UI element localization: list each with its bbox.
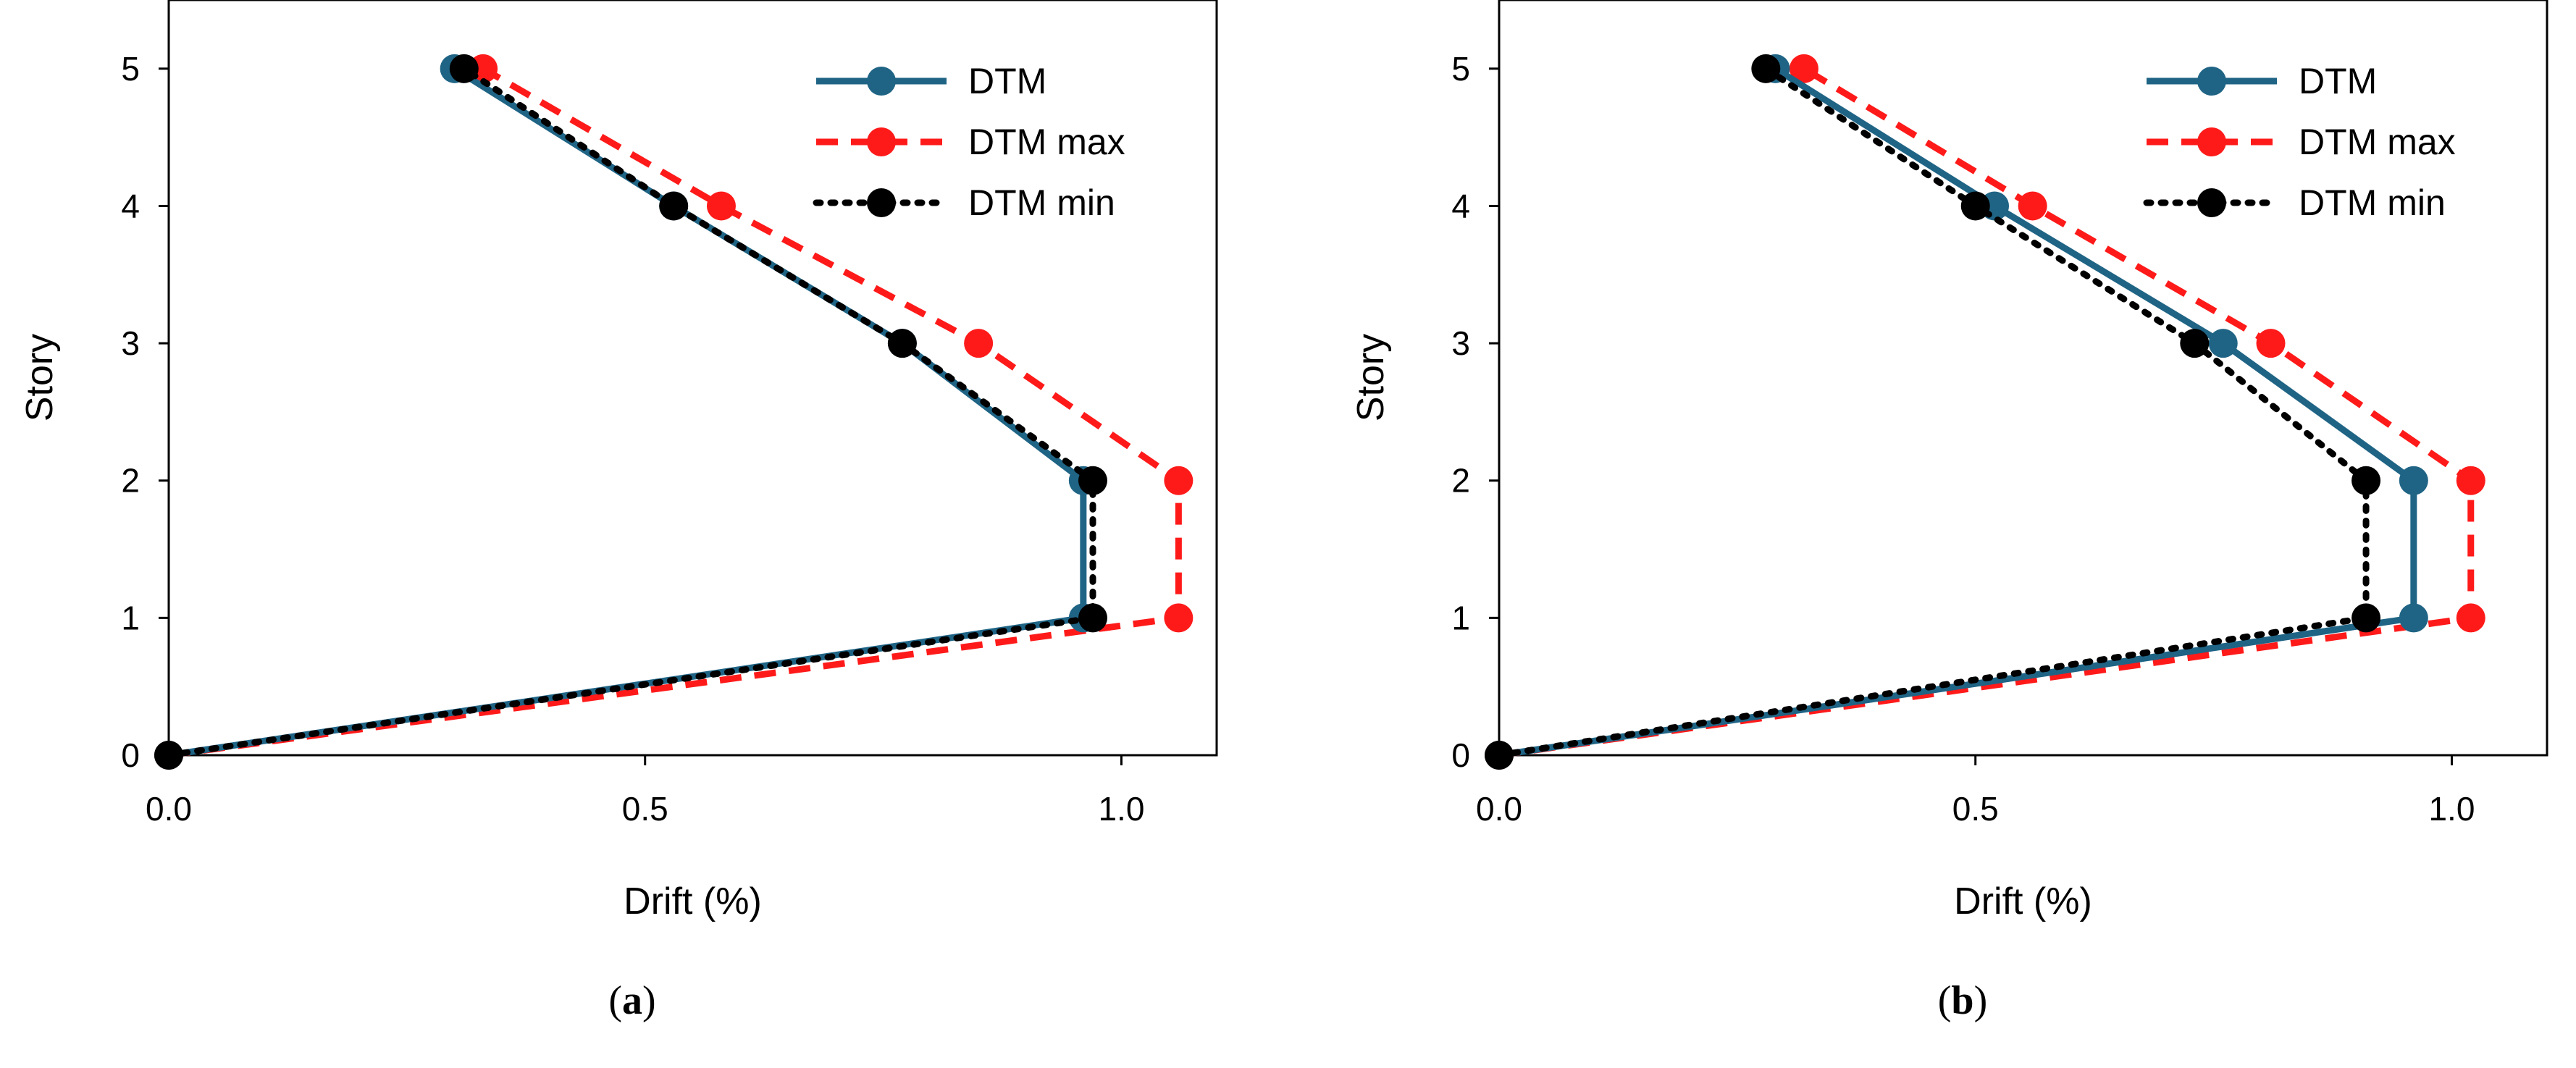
legend-entry-label: DTM max	[968, 122, 1125, 162]
panel-label-open: (	[608, 978, 622, 1023]
data-point	[659, 191, 689, 221]
plot-frame	[1498, 0, 2548, 757]
y-tick-label: 2	[121, 462, 140, 500]
data-point	[2351, 603, 2381, 633]
series-line	[1495, 65, 2370, 759]
series-line	[168, 65, 1182, 759]
legend-entry-label: DTM	[968, 61, 1046, 101]
data-point	[1078, 603, 1107, 633]
x-axis-label: Drift (%)	[1954, 880, 2092, 922]
x-tick-label: 0.5	[1952, 790, 1999, 828]
series-line	[165, 65, 1096, 759]
panel-label-letter: a	[622, 978, 642, 1023]
data-point	[1960, 191, 1990, 221]
panel-label-letter: b	[1951, 978, 1973, 1023]
panel-label-close: )	[642, 978, 656, 1023]
legend-entry-label: DTM max	[2299, 122, 2456, 162]
y-tick-label: 3	[121, 324, 140, 362]
y-tick-label: 2	[1451, 462, 1470, 500]
panel-label: (b)	[1938, 978, 1987, 1023]
y-tick-label: 1	[1451, 599, 1470, 636]
data-point	[2018, 191, 2047, 221]
data-point	[2208, 329, 2238, 358]
series-line	[1498, 66, 2417, 759]
series-dtm	[1485, 54, 2428, 770]
x-axis-label: Drift (%)	[624, 880, 762, 922]
legend-marker	[867, 127, 896, 156]
legend-marker	[2197, 188, 2226, 217]
data-point	[1789, 54, 1818, 83]
x-tick-label: 1.0	[2428, 790, 2475, 828]
series-dtm-min	[154, 54, 1107, 770]
y-tick-label: 5	[121, 50, 140, 88]
data-point	[2399, 603, 2428, 633]
series-dtm-min	[1485, 54, 2381, 770]
legend-marker	[2197, 127, 2226, 156]
series-dtm	[154, 54, 1098, 770]
series-line	[1498, 65, 2475, 759]
legend-marker	[2197, 67, 2226, 96]
data-point	[2256, 329, 2286, 358]
y-axis-label: Story	[19, 334, 61, 421]
data-point	[964, 329, 994, 358]
data-point	[2456, 466, 2485, 495]
data-point	[2399, 466, 2428, 495]
x-tick-label: 0.5	[622, 790, 668, 828]
x-tick-label: 0.0	[1476, 790, 1522, 828]
x-tick-label: 0.0	[146, 790, 192, 828]
data-point	[2456, 603, 2485, 633]
y-tick-label: 4	[1451, 187, 1470, 224]
legend-marker	[867, 188, 896, 217]
data-point	[1164, 466, 1193, 495]
y-tick-label: 0	[121, 736, 140, 774]
data-point	[887, 329, 917, 358]
plot-frame	[167, 0, 1218, 757]
panel-label-open: (	[1938, 978, 1952, 1023]
legend: DTM DTM max DTM min	[813, 61, 1125, 223]
series-dtm-max	[1485, 54, 2485, 770]
legend-entry-label: DTM min	[2299, 182, 2446, 223]
data-point	[2180, 329, 2210, 358]
data-point	[706, 191, 736, 221]
legend-marker	[867, 67, 896, 96]
legend: DTM DTM max DTM min	[2143, 61, 2456, 223]
data-point	[1078, 466, 1107, 495]
y-tick-label: 3	[1451, 324, 1470, 362]
data-point	[1751, 54, 1781, 83]
y-tick-label: 1	[121, 599, 140, 636]
panel-label: (a)	[608, 978, 655, 1023]
y-tick-label: 0	[1451, 736, 1470, 774]
legend-entry-label: DTM min	[968, 182, 1115, 223]
data-point	[1164, 603, 1193, 633]
x-tick-label: 1.0	[1098, 790, 1144, 828]
y-tick-label: 5	[1451, 50, 1470, 88]
y-axis-label: Story	[1350, 334, 1392, 421]
y-tick-label: 4	[121, 187, 140, 224]
data-point	[154, 741, 183, 770]
data-point	[2351, 466, 2381, 495]
panel-label-close: )	[1974, 978, 1988, 1023]
legend-entry-label: DTM	[2299, 61, 2377, 101]
data-point	[449, 54, 479, 83]
data-point	[1485, 741, 1514, 770]
